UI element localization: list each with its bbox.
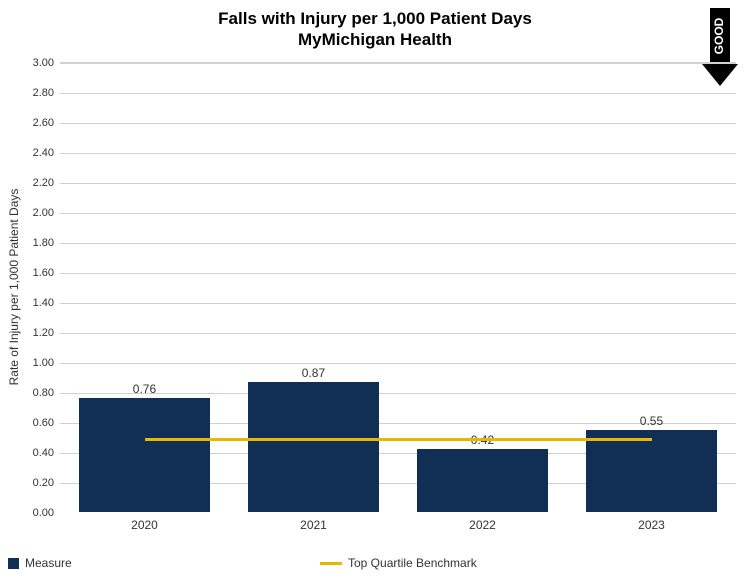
x-tick-label: 2020 [131, 512, 158, 532]
title-line-2: MyMichigan Health [0, 29, 750, 50]
chart-title: Falls with Injury per 1,000 Patient Days… [0, 0, 750, 51]
legend: Measure Top Quartile Benchmark [8, 556, 742, 574]
legend-item-benchmark: Top Quartile Benchmark [320, 556, 477, 570]
y-tick-label: 2.00 [33, 207, 60, 219]
legend-swatch-benchmark [320, 562, 342, 565]
x-tick-label: 2021 [300, 512, 327, 532]
plot-area: 0.000.200.400.600.801.001.201.401.601.80… [60, 62, 736, 512]
bar-value-label: 0.87 [248, 366, 380, 380]
title-line-1: Falls with Injury per 1,000 Patient Days [0, 8, 750, 29]
bar-series: 0.7620200.8720210.4220220.552023 [60, 63, 736, 512]
y-tick-label: 1.80 [33, 237, 60, 249]
bar: 0.55 [586, 430, 718, 513]
y-tick-label: 0.20 [33, 477, 60, 489]
benchmark-line [145, 438, 652, 441]
legend-label-measure: Measure [25, 556, 72, 570]
y-tick-label: 0.00 [33, 507, 60, 519]
y-tick-label: 1.20 [33, 327, 60, 339]
y-tick-label: 2.20 [33, 177, 60, 189]
y-tick-label: 2.80 [33, 87, 60, 99]
y-tick-label: 3.00 [33, 57, 60, 69]
y-tick-label: 2.60 [33, 117, 60, 129]
x-tick-label: 2023 [638, 512, 665, 532]
bar: 0.42 [417, 449, 549, 512]
legend-item-measure: Measure [8, 556, 72, 570]
y-tick-label: 1.00 [33, 357, 60, 369]
y-tick-label: 2.40 [33, 147, 60, 159]
y-tick-label: 0.40 [33, 447, 60, 459]
legend-swatch-measure [8, 558, 19, 569]
y-tick-label: 1.60 [33, 267, 60, 279]
bar: 0.87 [248, 382, 380, 513]
x-tick-label: 2022 [469, 512, 496, 532]
legend-label-benchmark: Top Quartile Benchmark [348, 556, 477, 570]
y-tick-label: 0.60 [33, 417, 60, 429]
bar-value-label: 0.55 [586, 414, 718, 428]
bar: 0.76 [79, 398, 211, 512]
y-tick-label: 0.80 [33, 387, 60, 399]
y-tick-label: 1.40 [33, 297, 60, 309]
y-axis-label: Rate of Injury per 1,000 Patient Days [7, 189, 21, 386]
bar-value-label: 0.76 [79, 382, 211, 396]
good-label: GOOD [712, 17, 726, 54]
